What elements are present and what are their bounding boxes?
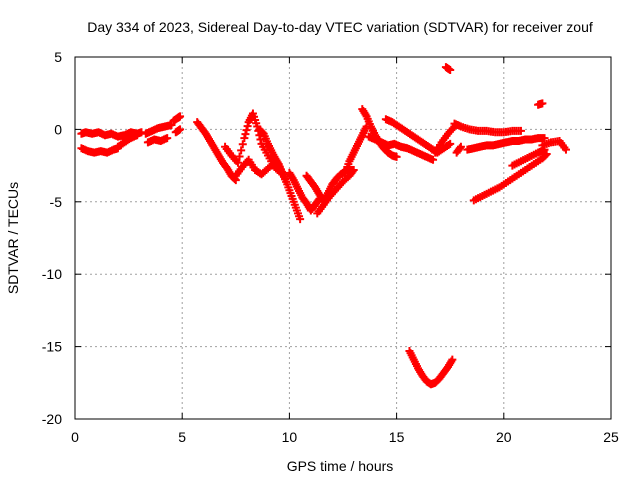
data-series (77, 63, 570, 389)
data-point (455, 144, 464, 153)
series-seg6 (169, 112, 185, 125)
data-point (238, 140, 247, 149)
series-seg5 (143, 134, 172, 147)
series-seg2 (77, 144, 122, 157)
series-seg22 (450, 119, 525, 137)
data-point (429, 155, 438, 164)
data-point (176, 112, 185, 121)
data-point (243, 122, 252, 131)
data-point (133, 131, 142, 140)
data-point (235, 152, 244, 161)
x-tick-label: 5 (178, 429, 186, 445)
data-point (444, 140, 453, 149)
series-seg28 (534, 99, 547, 109)
series-seg4 (141, 121, 176, 138)
y-tick-label: 5 (54, 49, 62, 65)
series-seg25 (469, 150, 551, 205)
data-point (167, 121, 176, 130)
grid (75, 57, 611, 419)
series-seg10 (231, 155, 279, 180)
y-tick-label: 0 (54, 121, 62, 137)
data-point (541, 151, 550, 160)
series-seg13 (285, 168, 324, 215)
data-point (233, 158, 242, 167)
x-tick-label: 20 (496, 429, 512, 445)
data-point (237, 146, 246, 155)
y-tick-label: -15 (42, 339, 62, 355)
data-point (296, 215, 305, 224)
series-seg26 (508, 145, 549, 170)
series-seg16 (341, 122, 371, 177)
series-seg12 (270, 152, 305, 224)
data-point (561, 145, 570, 154)
data-point (448, 355, 457, 364)
chart-title: Day 334 of 2023, Sidereal Day-to-day VTE… (87, 19, 593, 35)
series-seg23 (452, 142, 465, 157)
data-point (349, 165, 358, 174)
plot-frame (74, 56, 612, 420)
y-tick-label: -20 (42, 411, 62, 427)
x-tick-label: 15 (389, 429, 405, 445)
series-seg15 (313, 165, 358, 218)
series-seg3 (113, 131, 142, 151)
series-seg29 (405, 346, 457, 389)
data-point (446, 66, 455, 75)
x-tick-label: 10 (282, 429, 298, 445)
axis-ticks: 0 5 10 15 20 25 5 0 -5 -10 -15 -20 (42, 49, 619, 445)
y-tick-label: -5 (50, 194, 63, 210)
y-axis-label: SDTVAR / TECUs (5, 182, 21, 294)
data-point (538, 99, 547, 108)
data-point (456, 142, 465, 151)
x-tick-label: 25 (603, 429, 619, 445)
x-tick-label: 0 (71, 429, 79, 445)
series-seg7 (171, 125, 185, 137)
data-point (516, 126, 525, 135)
series-seg27 (538, 136, 570, 154)
data-point (242, 126, 251, 135)
series-seg21 (441, 63, 455, 75)
data-point (176, 125, 185, 134)
data-point (241, 130, 250, 139)
data-point (240, 134, 249, 143)
x-axis-label: GPS time / hours (287, 458, 394, 474)
data-point (392, 152, 401, 161)
series-seg24 (463, 134, 549, 154)
data-point (348, 167, 357, 176)
y-tick-label: -10 (42, 266, 62, 282)
series-seg8 (193, 118, 240, 185)
data-point (163, 134, 172, 143)
series-seg18 (364, 132, 438, 164)
data-point (446, 139, 455, 148)
